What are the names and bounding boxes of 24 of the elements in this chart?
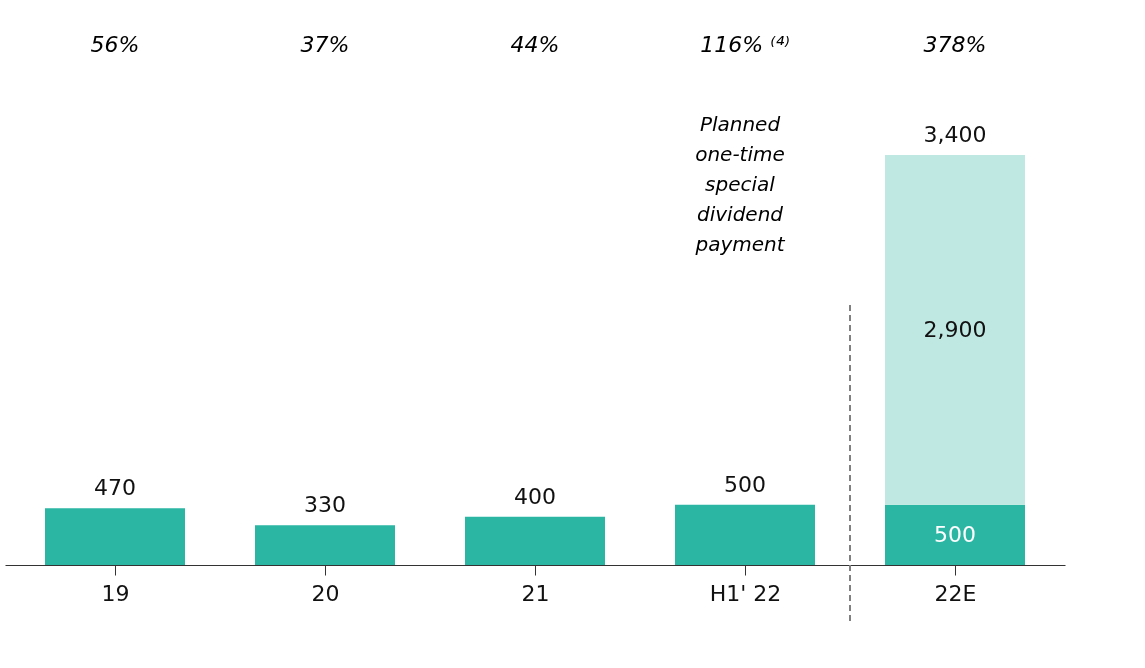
text: 378% — [923, 32, 987, 57]
bar — [885, 155, 1025, 505]
x-tick-label: 19 — [101, 580, 130, 606]
data-label: 2,900 — [923, 316, 987, 342]
data-label: 500 — [934, 521, 976, 547]
x-tick-label: 21 — [521, 580, 550, 606]
total-label: 3,400 — [923, 122, 987, 147]
text: 44% — [510, 32, 560, 57]
x-tick-label: 22E — [934, 580, 977, 606]
bar — [255, 525, 395, 565]
annotation: Planned one-time special dividend payment — [694, 112, 786, 256]
x-tick-label: 20 — [311, 580, 340, 606]
data-label: 330 — [304, 492, 346, 518]
data-label: 400 — [514, 483, 556, 509]
text: 37% — [300, 32, 350, 57]
text: 56% — [90, 32, 140, 57]
text: 116% ⁽⁴⁾ — [700, 32, 790, 57]
x-tick-label: H1' 22 — [709, 580, 782, 606]
bar — [45, 508, 185, 565]
bar — [675, 504, 815, 565]
bar — [465, 516, 605, 565]
bar — [885, 504, 1025, 565]
data-label: 470 — [94, 475, 136, 501]
data-label: 500 — [724, 471, 766, 497]
